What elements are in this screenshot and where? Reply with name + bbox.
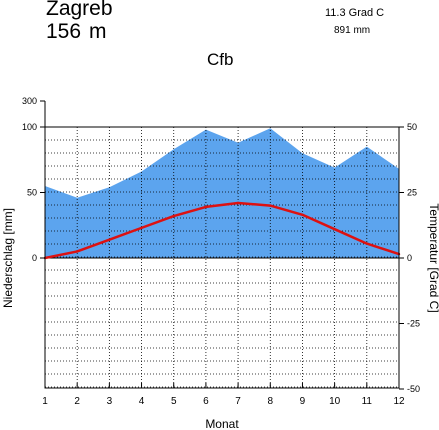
x-tick-label: 7 (235, 396, 241, 407)
temperature-point-6 (204, 205, 208, 209)
temperature-point-8 (269, 204, 272, 207)
temperature-line (44, 201, 400, 260)
left-tick-label: 100 (22, 122, 37, 132)
x-tick-label: 10 (329, 396, 341, 407)
annual-precipitation: 891 mm (334, 25, 371, 36)
x-tick-label: 1 (42, 396, 48, 407)
right-axis-label: Temperatur [Grad C] (427, 203, 439, 312)
station-name: Zagreb (46, 0, 113, 20)
right-tick-label: 25 (407, 188, 417, 198)
grid-layer (45, 127, 399, 388)
left-tick-label: 300 (22, 96, 37, 106)
temperature-point-2 (75, 250, 79, 253)
x-tick-label: 5 (171, 396, 177, 407)
temperature-point-3 (108, 238, 111, 241)
precipitation-layer (44, 128, 400, 258)
temperature-point-5 (172, 214, 175, 218)
temperature-point-7 (236, 201, 240, 205)
x-tick-label: 3 (107, 396, 113, 407)
climate-class: Cfb (207, 50, 234, 69)
temperature-point-9 (301, 213, 304, 216)
station-elevation: 156 m (46, 20, 107, 44)
right-tick-label: 50 (407, 122, 417, 132)
left-tick-label: 50 (27, 188, 37, 198)
temperature-point-11 (365, 242, 369, 245)
x-tick-label: 11 (362, 396, 373, 407)
x-tick-label: 6 (203, 396, 209, 407)
left-axis-label: Niederschlag [mm] (1, 208, 15, 308)
x-tick-label: 8 (267, 396, 273, 407)
temperature-point-10 (333, 227, 336, 231)
temperature-layer (43, 201, 401, 260)
x-tick-label: 2 (74, 396, 80, 407)
right-tick-label: 0 (407, 253, 412, 263)
x-tick-label: 12 (393, 396, 405, 407)
precipitation-area (45, 128, 399, 258)
x-tick-label: 9 (300, 396, 306, 407)
mean-temperature: 11.3 Grad C (325, 7, 385, 19)
temperature-point-4 (140, 226, 143, 230)
right-tick-label: -25 (407, 319, 420, 329)
right-tick-label: -50 (407, 384, 420, 394)
x-axis-label: Monat (205, 417, 239, 430)
x-tick-label: 4 (139, 396, 145, 407)
elevation-unit: m (89, 20, 107, 43)
left-tick-label: 0 (32, 253, 37, 263)
elevation-value: 156 (46, 20, 82, 43)
